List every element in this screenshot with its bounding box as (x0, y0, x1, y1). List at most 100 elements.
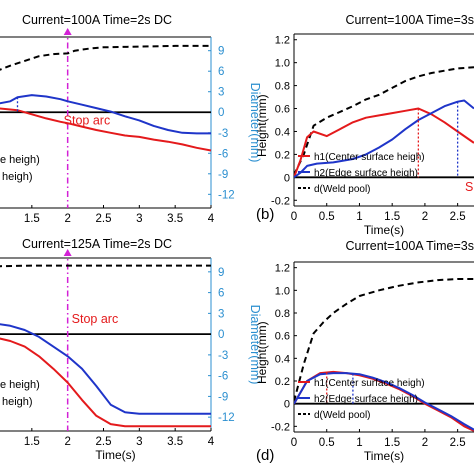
chart-title-a: Current=100A Time=2s DC (22, 13, 172, 27)
series-group (0, 264, 211, 428)
x-tick-label: 2.5 (450, 437, 466, 449)
stop-arc-label: Stop arc (64, 114, 111, 128)
x-tick-label: 3 (136, 213, 142, 225)
y-right-tick-label: 6 (218, 66, 224, 78)
y-tick-label: 0.4 (275, 126, 290, 138)
y-right-tick-label: -12 (218, 189, 235, 201)
chart-title-c: Current=125A Time=2s DC (22, 237, 172, 251)
series-line-d (294, 278, 474, 402)
x-tick-label: 2 (64, 436, 70, 448)
chart-panel-a: Current=100A Time=2s DC 1.5 2 2.5 3 3.5 4 9 6 3 0 -… (0, 13, 262, 225)
series-line-d (294, 66, 474, 176)
legend-entry-h1: h1(Center surface heigh) (314, 378, 425, 389)
stop-arc-label: S (465, 180, 473, 194)
chart-panel-d: Current=100A Time=3s 0 0.5 1 1.5 2 2.5 Time(s) 1… (255, 239, 474, 464)
chart-title-d: Current=100A Time=3s (345, 239, 474, 253)
y-tick-label: 1.0 (275, 58, 290, 70)
x-tick-label: 4 (208, 436, 215, 448)
y-right-tick-label: 0 (218, 107, 224, 119)
y-tick-label: 0.6 (275, 331, 290, 343)
series-line-d (0, 44, 211, 71)
y-right-axis-label: Diameter(mm) (248, 305, 262, 385)
series-group (294, 66, 474, 179)
legend-entry-d: d(Weld pool) (314, 410, 371, 421)
legend-entry-partial: e heigh) (0, 154, 40, 166)
x-tick-label: 2 (64, 213, 70, 225)
y-axis-label: Height(mm) (255, 321, 269, 384)
y-tick-label: 1.0 (275, 285, 290, 297)
y-right-tick-label: -6 (218, 371, 228, 383)
x-tick-label: 1.5 (384, 211, 400, 223)
x-tick-label: 4 (208, 213, 215, 225)
x-tick-label: 1.5 (24, 436, 40, 448)
y-right-tick-label: 6 (218, 288, 224, 300)
y-tick-label: 0.8 (275, 308, 290, 320)
chart-panel-c: Current=125A Time=2s DC 1.5 2 2.5 3 3.5 4 Time(… (0, 237, 262, 462)
x-tick-label: 0.5 (319, 437, 335, 449)
y-right-tick-label: -6 (218, 148, 228, 160)
y-tick-label: -0.2 (271, 421, 290, 433)
series-group (294, 278, 474, 432)
legend-entry-partial: heigh) (2, 396, 33, 408)
series-line-h2 (0, 323, 211, 415)
x-tick-label: 2 (422, 211, 428, 223)
x-tick-label: 2.5 (450, 211, 466, 223)
series-line-h1 (0, 107, 212, 152)
x-tick-label: 2.5 (96, 213, 112, 225)
y-right-tick-label: 0 (218, 329, 224, 341)
legend-entry-h1: h1(Center surface heigh) (314, 152, 425, 163)
series-line-h2 (294, 372, 474, 431)
stop-arc-arrow-icon (63, 28, 72, 35)
legend-entry-partial: e heigh) (0, 379, 40, 391)
legend-entry-h2: h2(Edge surface heigh) (314, 168, 418, 179)
y-axis-label: Height(mm) (255, 94, 269, 157)
x-tick-label: 3.5 (167, 213, 183, 225)
series-line-d (0, 264, 211, 268)
x-tick-label: 0 (291, 437, 297, 449)
series-line-h2 (0, 94, 211, 135)
y-tick-label: 0.4 (275, 353, 290, 365)
panel-label-b: (b) (256, 206, 274, 223)
y-tick-label: -0.2 (271, 195, 290, 207)
series-line-h1 (294, 107, 474, 178)
stop-arc-arrow-icon (63, 249, 72, 256)
x-tick-label: 3.5 (167, 436, 183, 448)
x-tick-label: 1 (356, 437, 362, 449)
stop-arc-label: Stop arc (72, 312, 119, 326)
x-tick-label: 1 (356, 211, 362, 223)
y-tick-label: 0 (284, 399, 290, 411)
x-tick-label: 1.5 (24, 213, 40, 225)
legend-entry-partial: heigh) (2, 171, 33, 183)
x-tick-label: 0 (291, 211, 297, 223)
y-tick-label: 0.2 (275, 376, 290, 388)
panel-label-d: (d) (256, 447, 274, 464)
y-right-tick-label: -9 (218, 391, 228, 403)
y-tick-label: 0.2 (275, 149, 290, 161)
y-right-tick-label: -3 (218, 128, 228, 140)
x-tick-label: 2.5 (96, 436, 112, 448)
series-line-h2 (294, 99, 474, 179)
series-line-h1 (294, 370, 474, 432)
y-right-tick-label: 3 (218, 308, 224, 320)
y-tick-label: 0 (284, 172, 290, 184)
y-tick-label: 0.8 (275, 81, 290, 93)
x-tick-label: 0.5 (319, 211, 335, 223)
chart-panel-b: Current=100A Time=3s 0 0.5 1 1.5 2 2.5 Time(s) 1… (255, 13, 474, 237)
x-axis-label: Time(s) (364, 449, 404, 463)
y-right-axis-label: Diameter(mm) (248, 83, 262, 163)
y-tick-label: 1.2 (275, 35, 290, 47)
legend-entry-d: d(Weld pool) (314, 184, 371, 195)
y-tick-label: 0.6 (275, 104, 290, 116)
y-right-tick-label: -3 (218, 350, 228, 362)
series-line-h1 (0, 337, 211, 428)
chart-title-b: Current=100A Time=3s (345, 13, 474, 27)
y-right-tick-label: 9 (218, 267, 224, 279)
x-axis-label: Time(s) (95, 448, 135, 462)
x-axis-label: Time(s) (364, 223, 404, 237)
series-group (0, 44, 212, 152)
y-right-tick-label: -9 (218, 169, 228, 181)
y-right-tick-label: 3 (218, 87, 224, 99)
x-tick-label: 1.5 (384, 437, 400, 449)
legend-entry-h2: h2(Edge surface heigh) (314, 394, 418, 405)
